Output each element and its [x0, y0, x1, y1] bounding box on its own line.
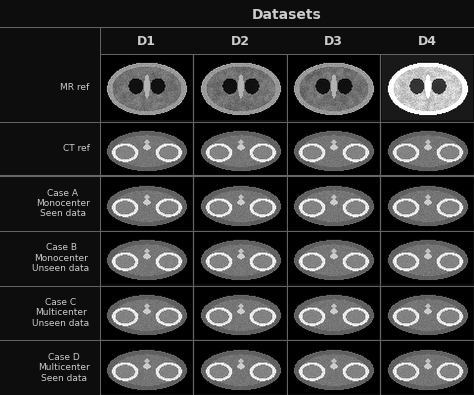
Text: Datasets: Datasets [252, 8, 322, 22]
Text: D3: D3 [324, 35, 343, 48]
Text: Case A
Monocenter
Seen data: Case A Monocenter Seen data [36, 189, 90, 218]
Text: Case D
Multicenter
Seen data: Case D Multicenter Seen data [38, 353, 90, 382]
Text: D4: D4 [418, 35, 437, 48]
Text: MR ref: MR ref [60, 83, 90, 92]
Text: D1: D1 [137, 35, 156, 48]
Text: Case B
Monocenter
Unseen data: Case B Monocenter Unseen data [32, 243, 90, 273]
Text: D2: D2 [230, 35, 249, 48]
Text: Case C
Multicenter
Unseen data: Case C Multicenter Unseen data [32, 298, 90, 328]
Text: CT ref: CT ref [63, 144, 90, 153]
